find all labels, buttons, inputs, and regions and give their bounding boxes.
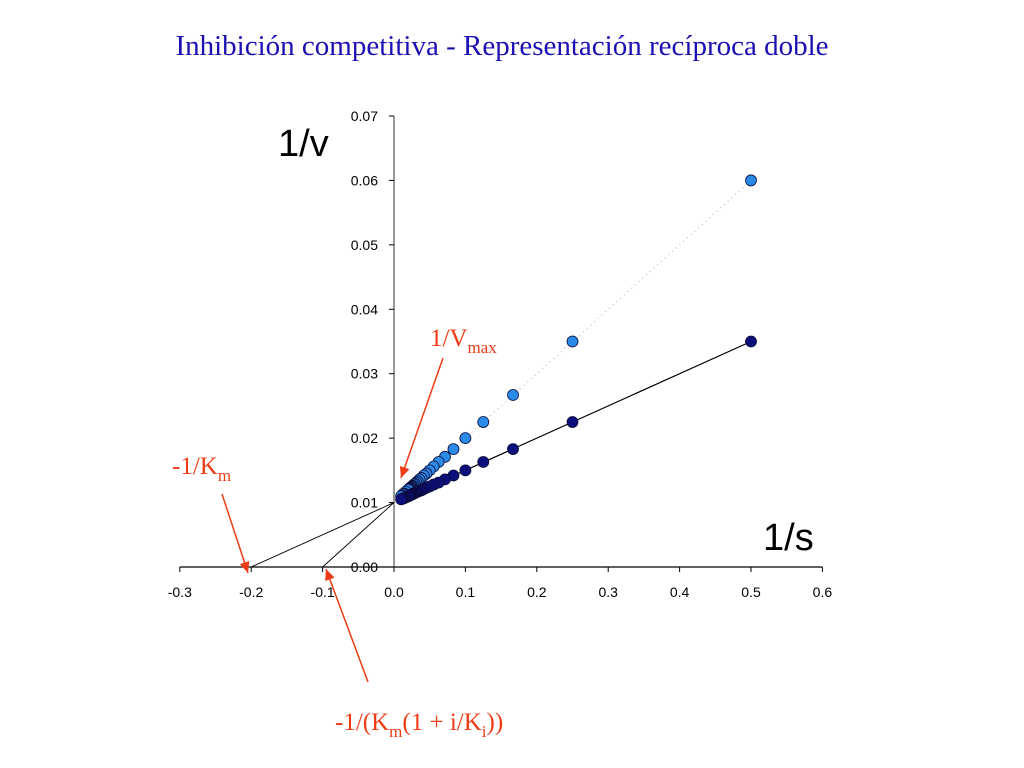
extrapolation-line bbox=[322, 502, 395, 568]
annotation-arrows bbox=[221, 357, 444, 683]
data-point-inhibitor bbox=[507, 389, 519, 401]
arrow-km-head bbox=[239, 560, 250, 573]
x-tick-label: 0.3 bbox=[598, 584, 618, 600]
annotation-km: -1/Km bbox=[172, 453, 231, 485]
chart-title: Inhibición competitiva - Representación … bbox=[175, 30, 829, 62]
x-tick-label: 0.1 bbox=[456, 584, 476, 600]
data-point-inhibitor bbox=[447, 443, 460, 455]
y-tick-label: 0.04 bbox=[351, 301, 378, 317]
arrow-vmax bbox=[400, 357, 444, 479]
data-point-no-inhibitor bbox=[459, 464, 472, 477]
data-point-no-inhibitor bbox=[507, 443, 519, 455]
y-tick-label: 0.06 bbox=[351, 172, 378, 188]
x-tick-label: 0.2 bbox=[527, 584, 547, 600]
extrapolation-line bbox=[251, 502, 395, 568]
x-tick-label: -0.1 bbox=[311, 584, 335, 600]
data-point-inhibitor bbox=[459, 432, 472, 445]
data-points bbox=[395, 174, 757, 506]
data-point-inhibitor bbox=[745, 174, 757, 187]
annotation-vmax: 1/Vmax bbox=[430, 325, 497, 357]
data-point-no-inhibitor bbox=[477, 456, 490, 468]
arrow-km-apparent bbox=[325, 568, 369, 683]
y-axis-label: 1/v bbox=[278, 123, 329, 165]
x-tick-label: -0.3 bbox=[168, 584, 192, 600]
x-tick-label: -0.2 bbox=[239, 584, 263, 600]
x-tick-label: 0.5 bbox=[741, 584, 761, 600]
arrow-vmax-head bbox=[399, 465, 410, 478]
y-tick-label: 0.05 bbox=[351, 237, 378, 253]
data-point-inhibitor bbox=[477, 416, 490, 428]
axes: -0.3 -0.2 -0.1 0.0 0.1 0.2 0.3 0.4 0.5 0.6 0.00 0.0… bbox=[168, 108, 833, 600]
x-tick-label: 0.0 bbox=[384, 584, 404, 600]
arrow-km-apparent-head bbox=[325, 569, 335, 582]
y-tick-label: 0.07 bbox=[351, 108, 378, 124]
y-tick-label: 0.01 bbox=[351, 495, 378, 511]
annotation-km-apparent: -1/(Km(1 + i/Ki)) bbox=[335, 709, 503, 741]
data-point-no-inhibitor bbox=[745, 335, 757, 348]
data-point-no-inhibitor bbox=[395, 493, 408, 506]
x-axis-label: 1/s bbox=[763, 517, 814, 559]
data-point-inhibitor bbox=[566, 335, 579, 348]
y-tick-label: 0.03 bbox=[351, 366, 378, 382]
x-tick-label: 0.6 bbox=[813, 584, 833, 600]
arrow-km bbox=[221, 493, 249, 574]
x-tick-label: 0.4 bbox=[670, 584, 690, 600]
regression-lines bbox=[251, 179, 752, 568]
y-tick-label: 0.02 bbox=[351, 430, 378, 446]
data-point-no-inhibitor bbox=[566, 416, 579, 428]
y-tick-label: 0.00 bbox=[351, 559, 378, 575]
